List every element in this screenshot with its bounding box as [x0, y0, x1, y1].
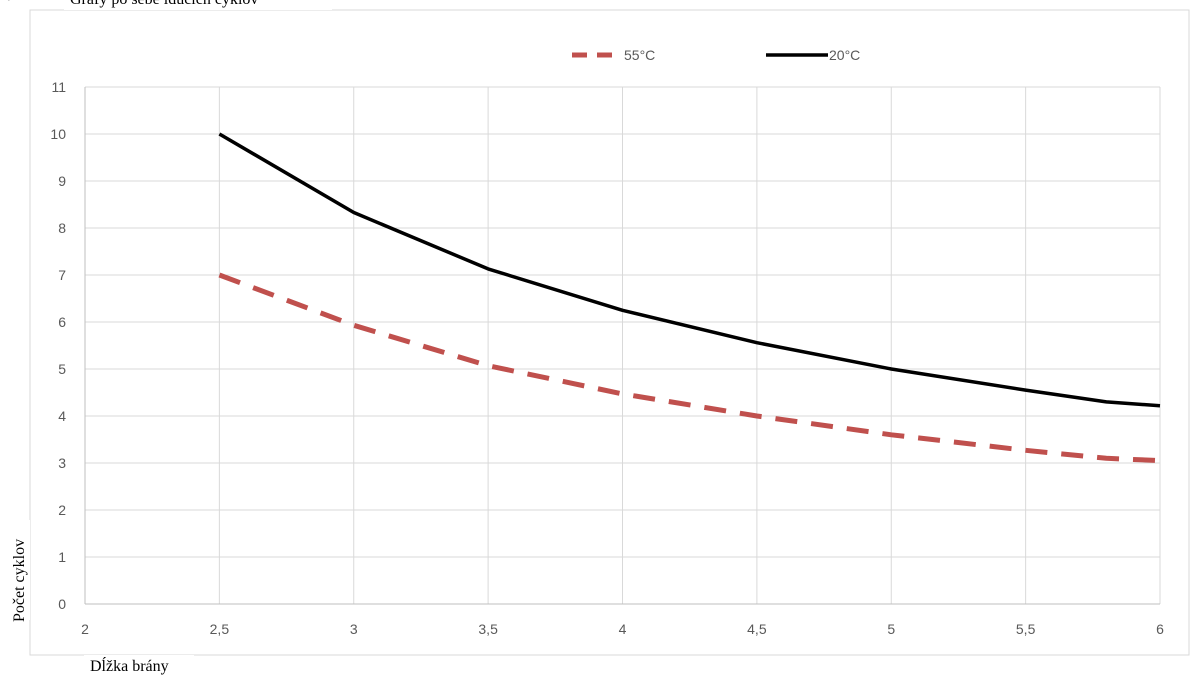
x-tick-label-4: 4 [619, 621, 627, 637]
y-tick-label-3: 3 [58, 455, 66, 471]
y-tick-label-10: 10 [50, 126, 66, 142]
series-lines [218, 132, 1161, 464]
chart-area-border [29, 9, 1190, 656]
x-axis-title: Dĺžka brány [90, 656, 169, 675]
series-line-1 [218, 132, 1161, 408]
y-tick-label-1: 1 [58, 549, 66, 565]
x-tick-label-2-5: 2,5 [210, 621, 230, 637]
y-tick-label-4: 4 [58, 408, 66, 424]
y-tick-label-2: 2 [58, 502, 66, 518]
y-tick-label-7: 7 [58, 267, 66, 283]
y-tick-label-5: 5 [58, 361, 66, 377]
x-tick-label-2: 2 [81, 621, 89, 637]
x-tick-label-5-5: 5,5 [1016, 621, 1036, 637]
series-line-0 [218, 272, 1161, 464]
x-title-background [84, 655, 194, 679]
legend: 55°C 20°C [572, 47, 860, 63]
legend-label-55c: 55°C [624, 47, 655, 63]
y-axis-title: Počet cyklov [11, 539, 28, 622]
x-tick-label-3: 3 [350, 621, 358, 637]
axes [84, 87, 1160, 605]
y-tick-label-6: 6 [58, 314, 66, 330]
chart-caption: Grafy po sebe idúcich cyklov [70, 0, 258, 8]
y-tick-label-9: 9 [58, 173, 66, 189]
y-tick-label-11: 11 [51, 79, 66, 95]
legend-label-20c: 20°C [829, 47, 860, 63]
gridlines [85, 86, 1161, 604]
x-tick-label-4-5: 4,5 [747, 621, 767, 637]
y-tick-labels: 0 1 2 3 4 5 6 7 8 9 10 11 [50, 79, 66, 612]
y-tick-label-0: 0 [58, 596, 66, 612]
caption-background [64, 0, 332, 10]
y-tick-label-8: 8 [58, 220, 66, 236]
y-title-background [0, 520, 30, 620]
x-tick-label-3-5: 3,5 [478, 621, 498, 637]
caption-bullet: • [6, 0, 12, 8]
x-tick-labels: 2 2,5 3 3,5 4 4,5 5 5,5 6 [81, 621, 1164, 637]
x-tick-label-5: 5 [887, 621, 895, 637]
x-tick-label-6: 6 [1156, 621, 1164, 637]
